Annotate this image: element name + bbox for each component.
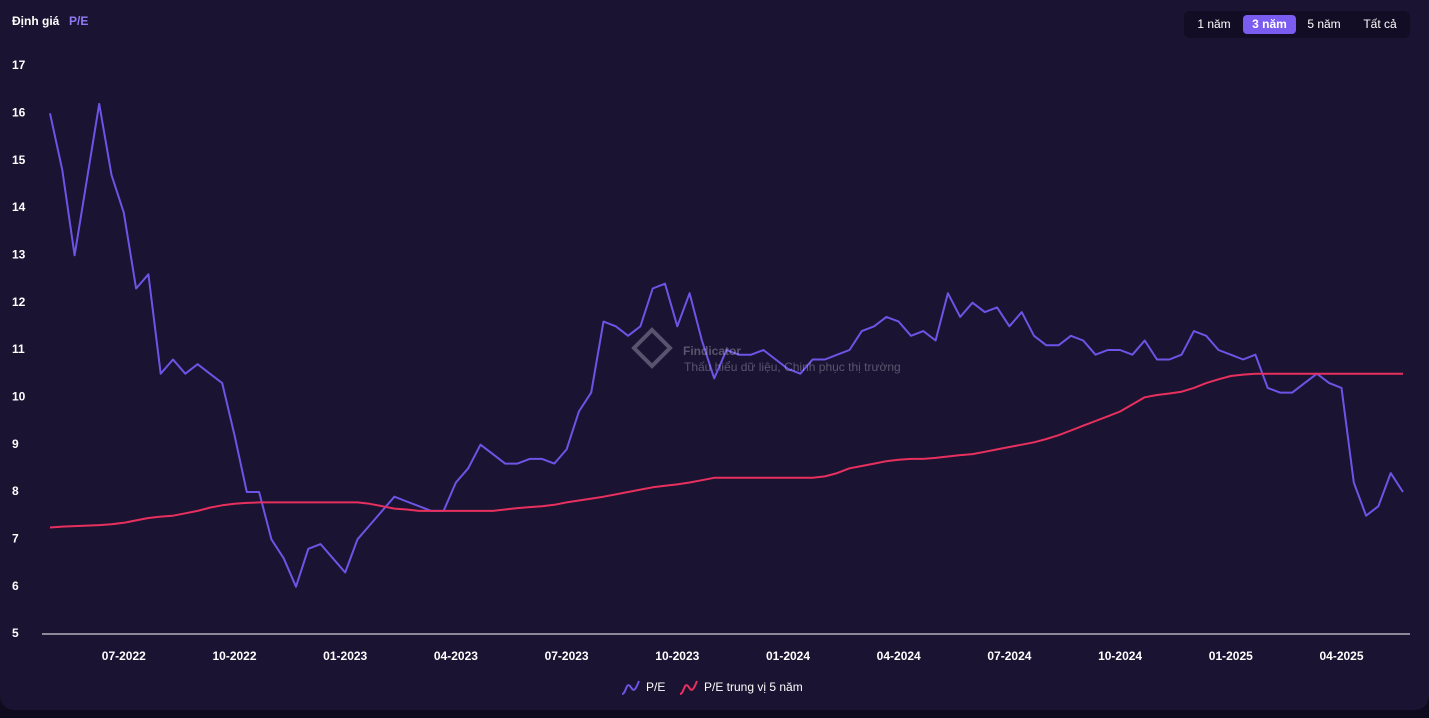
watermark-text: Findicator [683, 344, 741, 358]
legend-icon [621, 680, 640, 695]
x-tick-label: 07-2022 [102, 649, 146, 663]
range-button[interactable]: 3 năm [1243, 15, 1296, 34]
x-tick-label: 04-2025 [1319, 649, 1363, 663]
range-button-label[interactable]: Tất cả [1363, 17, 1397, 31]
y-tick-label: 8 [12, 484, 19, 498]
x-tick-label: 10-2023 [655, 649, 699, 663]
y-tick-label: 16 [12, 106, 26, 120]
y-tick-label: 11 [12, 342, 25, 356]
range-button-label[interactable]: 3 năm [1252, 17, 1287, 31]
x-tick-label: 01-2023 [323, 649, 367, 663]
range-button[interactable]: Tất cả [1363, 17, 1397, 31]
range-button[interactable]: 1 năm [1197, 17, 1230, 31]
y-tick-label: 15 [12, 153, 26, 167]
y-tick-label: 13 [12, 248, 26, 262]
range-button[interactable]: 5 năm [1307, 17, 1340, 31]
x-tick-label: 01-2024 [766, 649, 810, 663]
legend-label: P/E [646, 680, 665, 694]
x-tick-label: 07-2024 [987, 649, 1031, 663]
watermark: Findicator Thấu hiểu dữ liệu, Chinh phục… [631, 327, 901, 374]
y-tick-label: 12 [12, 295, 26, 309]
watermark-tagline: Thấu hiểu dữ liệu, Chinh phục thị trường [684, 360, 901, 374]
chart-subtitle: P/E [69, 14, 88, 28]
x-tick-label: 10-2024 [1098, 649, 1142, 663]
range-button-label[interactable]: 1 năm [1197, 17, 1230, 31]
range-selector [1184, 11, 1410, 38]
y-tick-label: 14 [12, 200, 26, 214]
y-tick-label: 17 [12, 58, 26, 72]
chart-title: Định giá [12, 14, 60, 28]
watermark-logo [631, 327, 673, 369]
y-tick-label: 9 [12, 437, 19, 451]
y-tick-label: 10 [12, 390, 26, 404]
series-line [49, 372, 1403, 529]
range-button-label[interactable]: 5 năm [1307, 17, 1340, 31]
x-tick-label: 10-2022 [212, 649, 256, 663]
y-tick-label: 7 [12, 532, 19, 546]
legend-label: P/E trung vị 5 năm [704, 680, 803, 694]
legend-icon [679, 680, 698, 695]
x-tick-label: 01-2025 [1209, 649, 1253, 663]
x-tick-label: 07-2023 [545, 649, 589, 663]
range-button-active-bg [1243, 15, 1296, 34]
y-tick-label: 6 [12, 579, 19, 593]
x-tick-label: 04-2024 [877, 649, 921, 663]
x-tick-label: 04-2023 [434, 649, 478, 663]
y-tick-label: 5 [12, 626, 19, 640]
series-line [49, 102, 1404, 588]
